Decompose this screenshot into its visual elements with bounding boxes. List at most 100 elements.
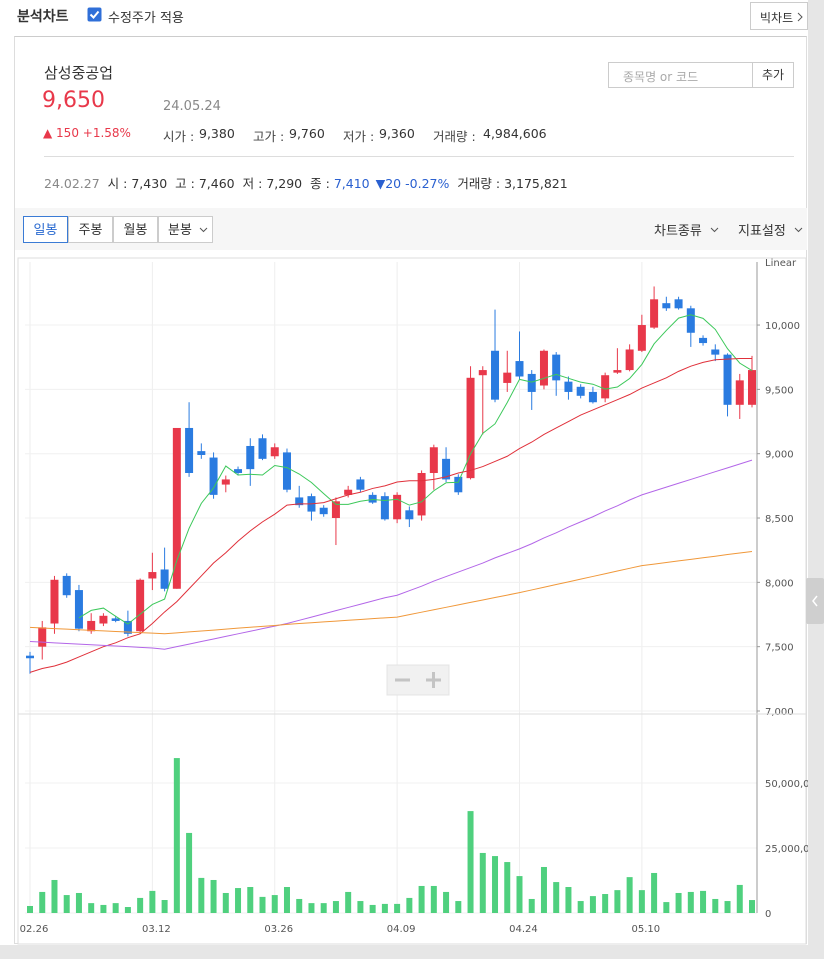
separator — [44, 156, 794, 157]
candle-body — [601, 375, 610, 399]
volume-bar — [675, 892, 682, 913]
candle-body — [62, 575, 71, 596]
volume-bar — [271, 895, 278, 913]
chevron — [710, 227, 719, 233]
volume-bar — [638, 890, 645, 913]
add-button[interactable]: 추가 — [752, 62, 794, 88]
candle-body — [527, 373, 536, 392]
volume-bar — [712, 898, 719, 913]
candle-body — [344, 489, 353, 495]
chart-frame — [17, 257, 807, 945]
tab[interactable]: 분봉 — [158, 216, 213, 243]
volume-bar — [345, 891, 352, 913]
big-chart-button[interactable]: 빅차트 — [750, 2, 808, 30]
candle-body — [38, 627, 47, 647]
stat-value: 9,360 — [379, 126, 415, 141]
volume-bar — [210, 879, 217, 913]
volume-bar — [100, 904, 107, 913]
volume-bar — [75, 892, 82, 913]
info-value: 7,410 — [333, 176, 370, 191]
stat-value: 9,380 — [199, 126, 235, 141]
tab[interactable]: 일봉 — [23, 216, 68, 243]
candle-body — [234, 469, 243, 473]
volume-bar — [418, 885, 425, 913]
candle-body — [588, 391, 597, 403]
menu[interactable]: 지표설정 — [738, 224, 786, 239]
volume-bar — [492, 856, 499, 913]
title: 분석차트 — [17, 9, 69, 25]
volume-bar — [161, 900, 168, 913]
moving-average — [29, 357, 752, 673]
chart: 02.26 03.12 03.26 04.09 04.24 05.10 7,000 7,500… — [17, 257, 808, 945]
volume-bar — [602, 894, 609, 913]
volume-bar — [63, 895, 70, 913]
stock-change: ▲ 150 +1.58% — [43, 126, 131, 140]
candle-body — [74, 590, 83, 629]
volume-bar — [296, 898, 303, 913]
candle-body — [748, 370, 756, 405]
tab[interactable]: 월봉 — [113, 216, 158, 243]
candle-body — [295, 497, 304, 506]
volume-bar — [259, 896, 266, 913]
volume-bar — [577, 901, 584, 913]
x-tick-label: 05.10 — [632, 924, 661, 935]
y-tick-label: 9,500 — [765, 385, 794, 396]
candle-body — [429, 447, 438, 473]
volume-bar — [479, 852, 486, 913]
volume-bar — [516, 876, 523, 913]
candle-body — [699, 337, 708, 344]
candle-body — [197, 451, 206, 455]
volume-bar — [663, 902, 670, 913]
x-tick-label: 04.09 — [387, 924, 416, 935]
candle-body — [466, 377, 475, 479]
volume-bar — [614, 890, 621, 913]
candle-body — [87, 620, 96, 632]
candle-body — [723, 354, 732, 405]
candle-body — [99, 615, 108, 624]
volume-bar — [332, 901, 339, 913]
y-tick-label: 10,000 — [765, 321, 800, 332]
chevron — [794, 227, 803, 233]
volume-bar — [198, 877, 205, 913]
y-tick-label: 7,000 — [765, 707, 794, 718]
stat-label: 고가 : — [253, 129, 285, 144]
volume-bar — [149, 890, 156, 913]
add-label: 추가 — [761, 68, 785, 82]
candle-body — [356, 479, 365, 490]
volume-bar — [687, 891, 694, 913]
volume-bar — [88, 903, 95, 913]
candle-body — [50, 579, 59, 624]
side-handle[interactable] — [806, 578, 824, 624]
search-placeholder: 종목명 or 코드 — [623, 70, 699, 84]
candle-body — [674, 299, 683, 309]
candle-body — [503, 372, 512, 383]
x-tick-label: 03.12 — [142, 924, 171, 935]
candle-body — [185, 427, 194, 473]
volume-bar — [235, 888, 242, 913]
moving-average — [29, 459, 753, 650]
checkbox-label: 수정주가 적용 — [108, 11, 184, 26]
candle-body — [331, 501, 340, 519]
y-tick-label: 8,000 — [765, 578, 794, 589]
menu[interactable]: 차트종류 — [654, 224, 702, 239]
candle-body — [111, 618, 120, 621]
info-line: 24.02.27 시 :7,430 고 :7,460 저 :7,290 종 :7,410… — [44, 173, 568, 192]
tab[interactable]: 주봉 — [68, 216, 113, 243]
volume-bar — [51, 879, 58, 913]
volume-bar — [381, 903, 388, 913]
candle-body — [564, 381, 573, 392]
volume-bar — [540, 866, 547, 913]
candle-body — [613, 370, 622, 373]
x-tick-label: 03.26 — [264, 924, 293, 935]
volume-bar — [553, 882, 560, 913]
candle-body — [123, 620, 132, 634]
stock-date: 24.05.24 — [163, 99, 221, 114]
info-change-pct: -0.27% — [405, 176, 450, 191]
checkbox[interactable] — [87, 7, 102, 22]
volume-bar — [173, 758, 180, 913]
candle-body — [258, 438, 267, 459]
app: 분석차트 수정주가 적용 빅차트 삼성중공업 9,650 24.05.24 ▲ … — [0, 0, 808, 945]
candle-body — [735, 380, 744, 405]
candle-body — [270, 447, 279, 457]
candle-body — [136, 579, 145, 632]
